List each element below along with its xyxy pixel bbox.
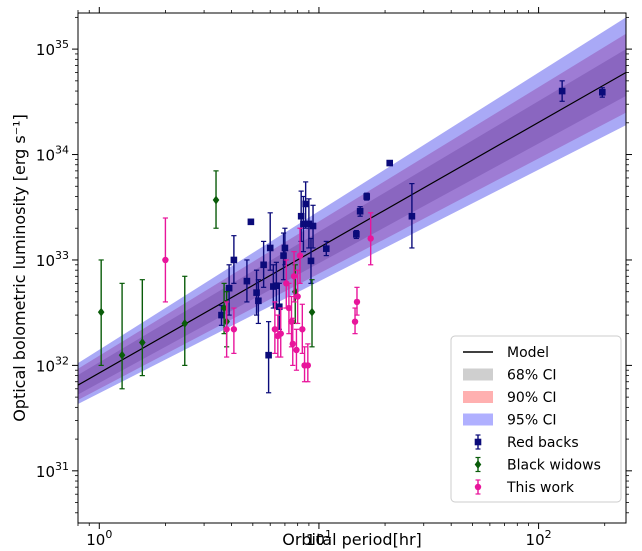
legend-label: Black widows: [507, 458, 601, 474]
series-circle: [162, 212, 374, 383]
legend-label: Model: [507, 345, 549, 361]
data-point: [558, 87, 566, 95]
data-point: [181, 319, 189, 328]
data-point: [598, 88, 606, 96]
legend-marker: [474, 460, 482, 469]
data-point: [253, 289, 260, 296]
x-axis-label: Orbital period[hr]: [282, 530, 422, 549]
data-point: [304, 362, 312, 369]
legend-band-patch: [463, 391, 493, 403]
data-point: [223, 326, 230, 333]
series-square: [218, 80, 606, 394]
data-point: [265, 351, 272, 359]
data-point: [386, 159, 394, 167]
legend: Model 68% CI 90% CI 95% CI Red backs Black wi…: [450, 335, 622, 503]
data-point: [367, 235, 374, 242]
data-point: [280, 252, 287, 259]
data-point: [363, 193, 371, 200]
legend-marker: [474, 438, 482, 446]
y-tick-label: 1031: [36, 460, 69, 481]
data-point: [305, 220, 313, 228]
data-point: [289, 340, 296, 348]
data-point: [212, 195, 220, 205]
data-point: [299, 326, 306, 333]
data-point: [285, 304, 293, 312]
legend-marker: [474, 483, 482, 491]
legend-label: 90% CI: [507, 390, 556, 406]
data-point: [118, 350, 126, 360]
data-point: [322, 245, 330, 252]
data-point: [276, 303, 283, 311]
data-series: [97, 80, 606, 394]
confidence-band-2: [78, 49, 626, 395]
data-point: [271, 326, 279, 333]
data-point: [225, 284, 233, 292]
y-tick-label: 1035: [36, 38, 69, 59]
data-point: [243, 277, 251, 285]
legend-label: Red backs: [507, 435, 579, 451]
data-point: [300, 220, 307, 228]
y-tick-label: 1034: [36, 144, 69, 165]
data-point: [247, 218, 255, 226]
y-tick-label: 1033: [36, 249, 69, 270]
x-tick-label: 102: [526, 528, 552, 549]
data-point: [255, 297, 262, 305]
data-point: [353, 298, 361, 306]
data-point: [266, 244, 274, 252]
data-point: [293, 346, 300, 354]
legend-label: 68% CI: [507, 368, 556, 384]
data-point: [281, 244, 289, 252]
y-tick-label: 1032: [36, 354, 69, 375]
data-point: [260, 261, 267, 269]
data-point: [230, 326, 238, 333]
data-point: [218, 311, 225, 319]
data-point: [97, 307, 105, 317]
x-axis-ticks: 100 101 102: [77, 7, 606, 549]
data-point: [307, 257, 315, 265]
data-point: [294, 293, 301, 300]
data-point: [220, 303, 228, 313]
data-point: [273, 282, 280, 290]
y-axis-ticks: 1031 1032 1033 1034 1035: [36, 16, 632, 514]
data-point: [408, 212, 416, 220]
data-point: [277, 330, 284, 337]
x-tick-label: 100: [86, 528, 112, 549]
data-point: [353, 231, 360, 238]
data-point: [288, 318, 295, 325]
legend-label: This work: [506, 480, 575, 496]
data-point: [283, 280, 290, 287]
plot-frame: [77, 12, 627, 524]
data-point: [308, 307, 316, 317]
model-line-group: [78, 71, 626, 386]
data-point: [139, 338, 146, 347]
data-point: [230, 256, 238, 264]
legend-band-patch: [463, 368, 493, 381]
data-point: [297, 212, 305, 220]
data-point: [351, 318, 359, 325]
data-point: [309, 222, 317, 230]
data-point: [290, 273, 298, 280]
y-axis-label: Optical bolometric luminosity [erg s⁻¹]: [10, 114, 29, 422]
data-point: [356, 207, 364, 215]
legend-box: [450, 335, 622, 503]
data-point: [296, 252, 304, 259]
data-point: [302, 200, 309, 208]
legend-label: 95% CI: [507, 413, 556, 429]
legend-band-patch: [463, 413, 493, 426]
data-point: [162, 256, 169, 264]
model-line: [78, 71, 626, 386]
x-tick-label: 101: [306, 528, 332, 549]
